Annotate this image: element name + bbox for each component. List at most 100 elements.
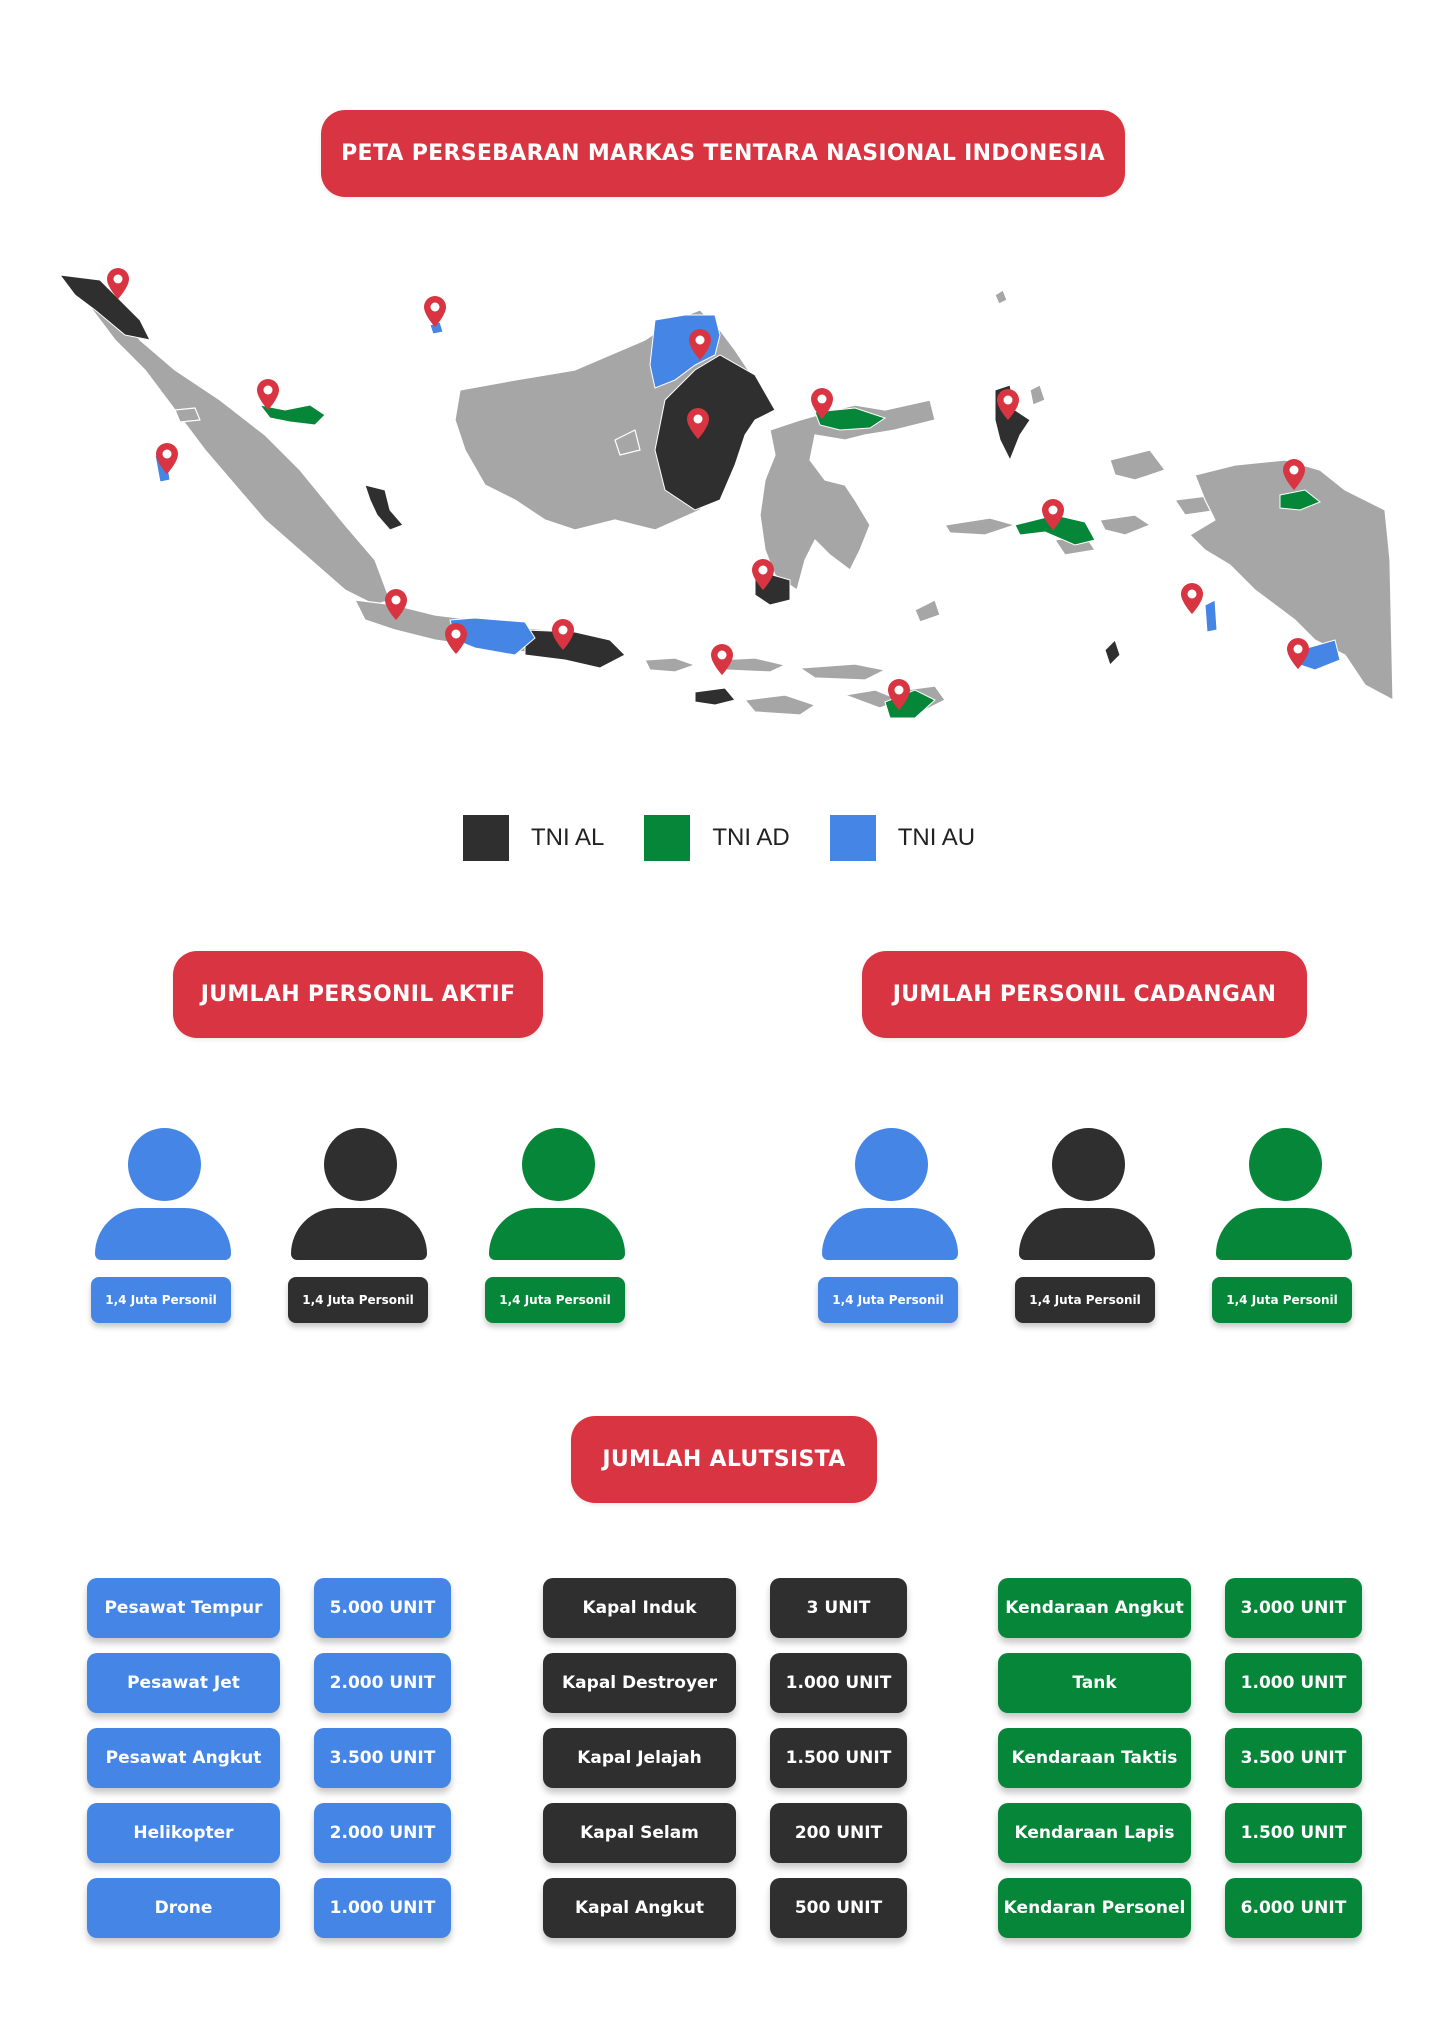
equipment-name: Tank [998,1653,1191,1713]
equipment-count: 1.000 UNIT [314,1878,451,1938]
equipment-count: 3 UNIT [770,1578,907,1638]
person-head [1249,1128,1322,1201]
person-head [324,1128,397,1201]
person-body [822,1208,958,1260]
island-papua [1189,459,1394,701]
equipment-count: 1.500 UNIT [1225,1803,1362,1863]
legend-swatch [829,815,876,861]
equipment-count: 2.000 UNIT [314,1653,451,1713]
equipment-count: 2.000 UNIT [314,1803,451,1863]
personnel-count-badge: 1,4 Juta Personil [288,1277,428,1323]
active-personnel-title: JUMLAH PERSONIL AKTIF [173,951,543,1038]
map-pin-icon [689,329,711,360]
legend-label: TNI AD [712,824,790,851]
equipment-name: Kendaraan Angkut [998,1578,1191,1638]
map-pin-icon [752,559,774,590]
person-body [1019,1208,1155,1260]
map-pin-icon [107,268,129,299]
map-title: PETA PERSEBARAN MARKAS TENTARA NASIONAL … [321,110,1125,197]
legend-swatch [463,815,509,861]
equipment-name: Pesawat Tempur [87,1578,280,1638]
person-icon [1216,1128,1352,1260]
person-icon [1019,1128,1155,1260]
map-pins [107,268,1309,710]
equipment-count: 3.500 UNIT [314,1728,451,1788]
map-pin-icon [811,388,833,419]
map-pin-icon [424,296,446,327]
equipment-name: Kapal Induk [543,1578,736,1638]
equipment-count: 500 UNIT [770,1878,907,1938]
person-body [489,1208,625,1260]
region-riau-ad [258,404,326,426]
equipment-name: Kendaran Personel [998,1878,1191,1938]
map-pin-icon [1283,459,1305,490]
legend-item-tni-au: TNI AU [829,815,976,861]
map-pin-icon [445,623,467,654]
map-pin-icon [711,644,733,675]
region-bangka-al [364,484,404,531]
map-pin-icon [385,589,407,620]
person-icon [95,1128,231,1260]
equipment-name: Kapal Destroyer [543,1653,736,1713]
person-head [855,1128,928,1201]
region-jatim-al [524,629,626,669]
equipment-name: Kendaraan Taktis [998,1728,1191,1788]
equipment-name: Pesawat Angkut [87,1728,280,1788]
region-gorontalo-ad [814,407,887,431]
equipment-count: 1.000 UNIT [1225,1653,1362,1713]
personnel-count-badge: 1,4 Juta Personil [485,1277,625,1323]
map-pin-icon [1042,499,1064,530]
equipment-name: Kapal Selam [543,1803,736,1863]
map-pin-icon [156,443,178,474]
equipment-count: 3.500 UNIT [1225,1728,1362,1788]
personnel-count-badge: 1,4 Juta Personil [1015,1277,1155,1323]
equipment-name: Helikopter [87,1803,280,1863]
equipment-count: 3.000 UNIT [1225,1578,1362,1638]
equipment-count: 1.500 UNIT [770,1728,907,1788]
map-legend: TNI AL TNI AD TNI AU [463,815,1015,861]
equipment-name: Kapal Angkut [543,1878,736,1938]
region-papua-north-ad [1279,489,1321,511]
map-pin-icon [1181,583,1203,614]
map-pin-icon [1287,638,1309,669]
equipment-name: Kendaraan Lapis [998,1803,1191,1863]
map-pin-icon [997,389,1019,420]
personnel-count-badge: 1,4 Juta Personil [1212,1277,1352,1323]
personnel-count-badge: 1,4 Juta Personil [91,1277,231,1323]
legend-label: TNI AU [897,824,976,851]
person-body [95,1208,231,1260]
map-pin-icon [687,408,709,439]
region-bali-al [694,687,736,706]
legend-item-tni-al: TNI AL [463,815,604,861]
person-body [291,1208,427,1260]
person-icon [822,1128,958,1260]
map-pin-icon [888,679,910,710]
equipment-count: 5.000 UNIT [314,1578,451,1638]
person-icon [291,1128,427,1260]
legend-item-tni-ad: TNI AD [644,815,790,861]
personnel-count-badge: 1,4 Juta Personil [818,1277,958,1323]
person-head [128,1128,201,1201]
reserve-personnel-title: JUMLAH PERSONIL CADANGAN [862,951,1307,1038]
map-pin-icon [257,379,279,410]
equipment-count: 1.000 UNIT [770,1653,907,1713]
equipment-name: Pesawat Jet [87,1653,280,1713]
equipment-count: 200 UNIT [770,1803,907,1863]
region-small-al [1104,639,1121,666]
region-aceh-al [58,274,151,341]
legend-swatch [644,815,691,861]
equipment-name: Kapal Jelajah [543,1728,736,1788]
island-sumatra [59,274,391,606]
equipment-name: Drone [87,1878,280,1938]
region-kei-au [1204,599,1218,633]
person-head [522,1128,595,1201]
person-body [1216,1208,1352,1260]
region-kaltim-al [654,354,776,511]
equipment-count: 6.000 UNIT [1225,1878,1362,1938]
map-pin-icon [552,619,574,650]
legend-label: TNI AL [531,824,605,851]
person-icon [489,1128,625,1260]
person-head [1052,1128,1125,1201]
alutsista-title: JUMLAH ALUTSISTA [571,1416,877,1503]
indonesia-map [58,268,1394,719]
